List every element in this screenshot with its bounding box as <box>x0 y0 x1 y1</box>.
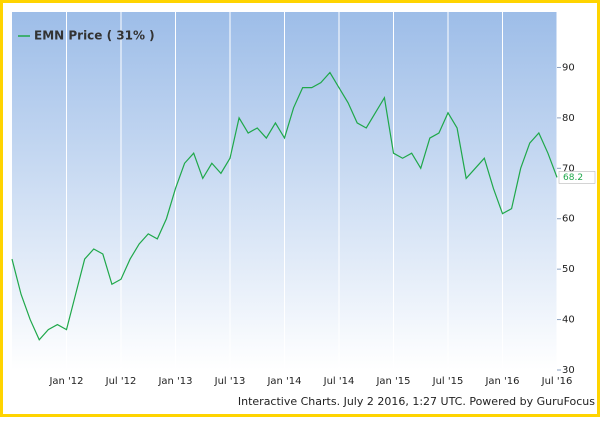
x-tick-label: Jan '12 <box>48 376 83 387</box>
x-tick-label: Jan '14 <box>266 376 301 387</box>
y-tick-label: 60 <box>562 214 575 225</box>
x-tick-label: Jan '13 <box>157 376 192 387</box>
credit: Interactive Charts. July 2 2016, 1:27 UT… <box>238 395 595 408</box>
last-value-label: 68.2 <box>563 173 583 183</box>
y-tick-label: 40 <box>562 315 575 326</box>
grid <box>66 12 558 370</box>
x-tick-label: Jul '16 <box>541 376 573 387</box>
y-tick-label: 30 <box>562 365 575 376</box>
x-tick-label: Jul '15 <box>432 376 464 387</box>
legend-label: EMN Price ( 31% ) <box>34 29 155 43</box>
x-tick-label: Jan '15 <box>375 376 410 387</box>
x-tick-label: Jul '12 <box>105 376 137 387</box>
x-tick-label: Jul '14 <box>323 376 355 387</box>
y-tick-label: 70 <box>562 163 575 174</box>
y-tick-label: 90 <box>562 62 575 73</box>
price-line <box>11 71 558 341</box>
marks <box>11 71 558 341</box>
x-tick-label: Jan '16 <box>484 376 519 387</box>
y-tick-label: 80 <box>562 113 575 124</box>
last-value-box <box>558 171 596 184</box>
x-tick-label: Jul '13 <box>214 376 246 387</box>
y-tick-label: 50 <box>562 264 575 275</box>
